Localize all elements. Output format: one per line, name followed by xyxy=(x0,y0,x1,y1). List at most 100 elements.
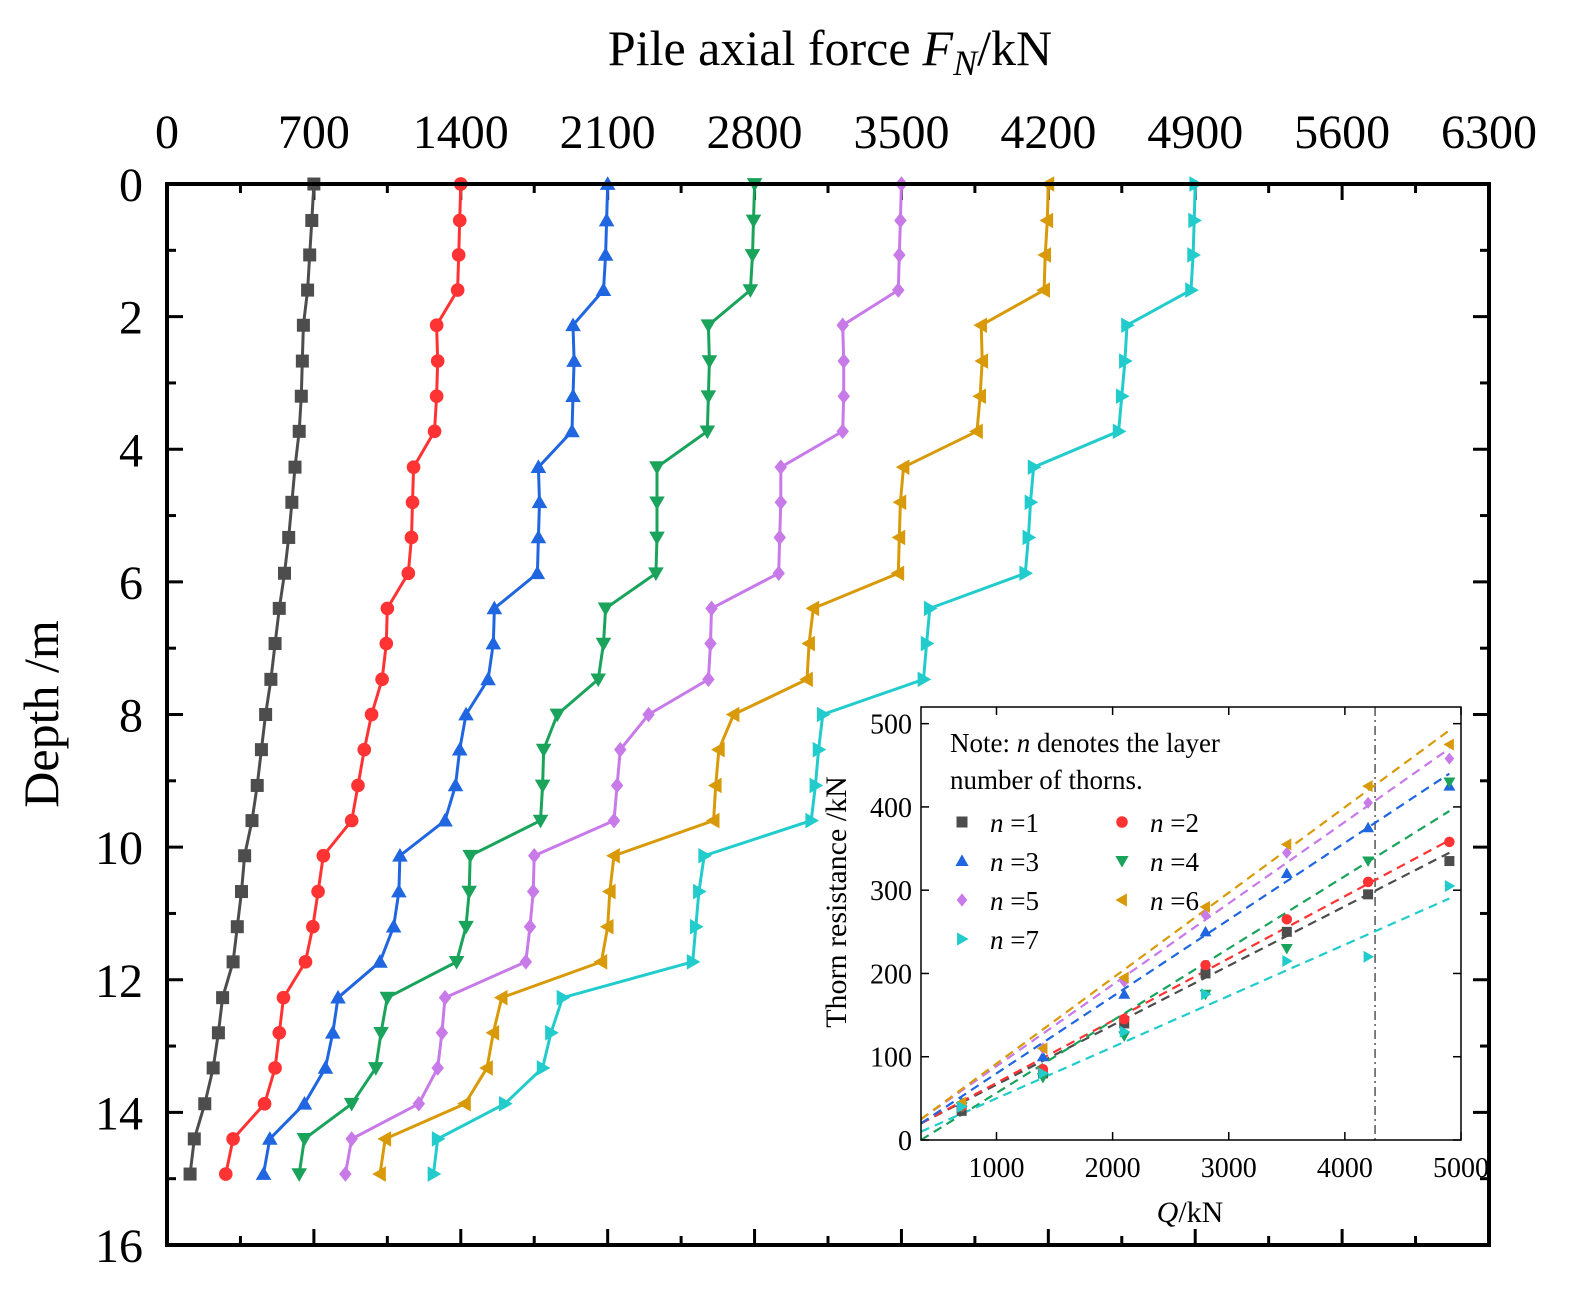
inset-data-point xyxy=(1281,914,1293,925)
main-data-point xyxy=(564,423,580,438)
main-data-point xyxy=(317,1060,334,1074)
main-data-point xyxy=(431,1131,446,1147)
inset-x-tick-label: 3000 xyxy=(1201,1153,1257,1184)
main-data-point xyxy=(268,1061,282,1075)
main-data-point xyxy=(306,919,320,934)
main-data-point xyxy=(649,496,665,511)
inset-legend-marker xyxy=(1115,856,1129,868)
inset-legend-value: =4 xyxy=(1164,847,1200,877)
main-data-point xyxy=(272,601,286,615)
main-data-point xyxy=(566,353,582,367)
main-data-point xyxy=(296,318,310,332)
inset-legend-label: n =4 xyxy=(1150,847,1199,877)
main-data-point xyxy=(701,355,718,369)
main-x-tick-label: 2100 xyxy=(560,106,656,159)
main-data-point xyxy=(816,706,831,723)
inset-data-point xyxy=(1363,796,1373,809)
main-y-tick-label: 4 xyxy=(119,424,143,477)
main-series xyxy=(183,176,1204,1182)
main-data-point xyxy=(183,1167,197,1181)
inset-legend-entry-3: n =3 xyxy=(955,847,1039,877)
inset-legend-value: =3 xyxy=(1004,847,1039,877)
main-data-point xyxy=(809,777,824,794)
inset-legend-var: n xyxy=(1150,886,1164,916)
main-data-point xyxy=(837,353,850,369)
main-data-point xyxy=(1039,212,1054,229)
main-data-point xyxy=(430,354,445,368)
main-series-line xyxy=(224,183,463,1175)
inset-y-tick-label: 400 xyxy=(870,793,912,824)
main-y-tick-label: 0 xyxy=(119,159,143,212)
main-data-point xyxy=(372,954,388,968)
main-data-point xyxy=(837,388,850,404)
main-data-point xyxy=(529,565,546,580)
main-x-tick-label: 4900 xyxy=(1147,106,1243,159)
inset-x-axis-title-unit: /kN xyxy=(1178,1196,1223,1229)
main-data-point xyxy=(282,530,296,544)
inset-x-tick-label: 2000 xyxy=(1085,1153,1141,1184)
inset-data-point xyxy=(1036,1050,1049,1062)
main-data-point xyxy=(339,1166,352,1182)
main-data-point xyxy=(479,1060,493,1076)
inset-data-point xyxy=(1282,954,1293,967)
inset-background xyxy=(921,707,1461,1140)
inset-y-ticks: 0 100 200 300 400 500 xyxy=(870,710,1461,1157)
main-chart: Pile axial force FN/kN Depth /m 0 700 1400 2… xyxy=(13,20,1537,1273)
main-data-point xyxy=(532,814,549,829)
main-data-point xyxy=(298,955,313,969)
main-series-2 xyxy=(218,177,468,1181)
main-x-tick-label: 0 xyxy=(155,106,179,159)
inset-plot-frame xyxy=(920,706,1462,1141)
main-data-point xyxy=(534,779,551,794)
inset-points xyxy=(955,738,1456,1116)
main-data-point xyxy=(614,741,627,758)
main-data-point xyxy=(254,743,268,757)
inset-legend-marker xyxy=(956,893,968,907)
main-data-point xyxy=(377,1131,392,1147)
main-data-point xyxy=(198,1097,212,1111)
main-data-point xyxy=(702,671,715,688)
main-data-point xyxy=(216,991,230,1005)
main-data-point xyxy=(601,883,616,900)
inset-note-post: denotes the layer xyxy=(1030,728,1220,758)
inset-legend-label: n =2 xyxy=(1150,808,1199,838)
inset-data-point xyxy=(1200,959,1211,971)
main-data-point xyxy=(311,884,325,899)
inset-x-tick-label: 4000 xyxy=(1317,1153,1373,1184)
main-data-point xyxy=(700,390,717,404)
main-data-point xyxy=(344,813,359,828)
main-data-point xyxy=(642,706,655,723)
inset-note-line2: number of thorns. xyxy=(950,765,1143,795)
inset-data-point xyxy=(1201,988,1212,1001)
main-data-point xyxy=(774,494,788,511)
main-data-point xyxy=(530,529,547,544)
inset-legend-entry-6: n =6 xyxy=(1115,886,1199,916)
main-data-point xyxy=(296,1133,313,1147)
inset-legend-marker xyxy=(1116,816,1128,828)
main-data-point xyxy=(565,388,581,403)
main-data-point xyxy=(379,636,394,651)
main-data-point xyxy=(705,600,718,617)
main-data-point xyxy=(429,318,444,333)
main-data-point xyxy=(705,812,720,829)
inset-y-axis-title: Thorn resistance /kN xyxy=(820,776,853,1028)
main-data-point xyxy=(556,989,571,1006)
main-data-point xyxy=(316,848,331,863)
inset-legend-entry-7: n =7 xyxy=(957,925,1039,955)
main-data-point xyxy=(412,1095,426,1112)
main-data-point xyxy=(799,671,813,688)
inset-data-point xyxy=(1362,821,1375,833)
inset-note-var: n xyxy=(1017,728,1031,758)
inset-legend-entry-2: n =2 xyxy=(1116,808,1199,838)
inset-fit-line-5 xyxy=(920,747,1451,1121)
main-data-point xyxy=(431,1060,444,1076)
inset-x-axis-title: Q/kN xyxy=(1157,1196,1224,1229)
main-data-point xyxy=(892,494,907,511)
main-data-point xyxy=(700,319,717,334)
inset-data-point xyxy=(1118,971,1129,984)
main-data-point xyxy=(343,1097,360,1112)
main-data-point xyxy=(1119,353,1133,369)
main-data-point xyxy=(257,1096,272,1111)
inset-data-point xyxy=(1444,880,1456,893)
inset-note-pre: Note: xyxy=(950,728,1017,758)
